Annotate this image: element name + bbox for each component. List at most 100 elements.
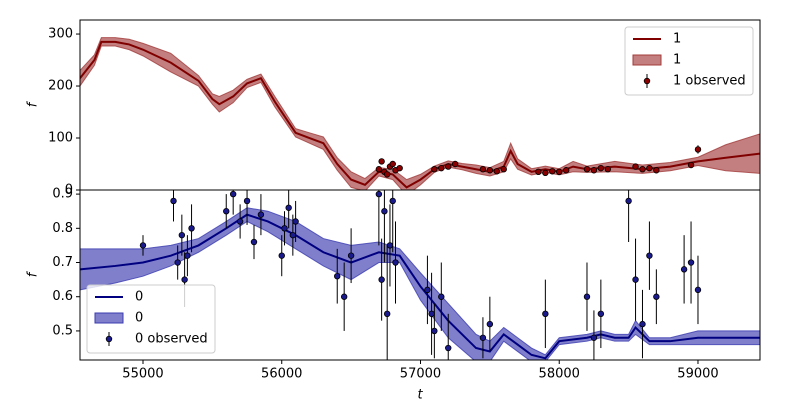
- observed-point: [170, 197, 177, 205]
- x-tick-label: 58000: [539, 367, 580, 382]
- plot-area: [80, 190, 760, 360]
- observed-point: [653, 293, 660, 300]
- observed-point: [375, 190, 383, 198]
- observed-point: [285, 204, 292, 211]
- observed-point: [178, 231, 186, 239]
- observed-point: [583, 166, 591, 173]
- observed-point: [604, 166, 611, 173]
- observed-point: [431, 327, 438, 335]
- observed-point: [451, 160, 459, 168]
- observed-point: [139, 242, 147, 249]
- observed-point: [378, 276, 385, 283]
- observed-point: [389, 160, 396, 168]
- observed-point: [486, 167, 494, 174]
- x-tick-label: 56000: [261, 367, 302, 382]
- observed-point: [562, 167, 570, 174]
- observed-point: [383, 171, 391, 178]
- y-tick-label: 0: [65, 183, 73, 198]
- observed-point: [292, 218, 299, 225]
- observed-point: [340, 293, 348, 300]
- observed-point: [386, 242, 394, 249]
- observed-point: [378, 158, 385, 165]
- observed-point: [639, 320, 646, 328]
- observed-point: [646, 164, 653, 172]
- y-tick-label: 0.6: [52, 289, 73, 304]
- observed-point: [479, 334, 487, 341]
- legend-band: [94, 312, 124, 324]
- y-tick-label: 0.7: [52, 255, 73, 270]
- observed-point: [542, 169, 549, 177]
- y-tick-label: 300: [48, 27, 73, 42]
- legend-label: 0: [135, 311, 143, 326]
- observed-point: [289, 231, 297, 239]
- observed-point: [392, 259, 399, 266]
- observed-point: [597, 164, 605, 172]
- observed-point: [236, 218, 244, 225]
- observed-point: [556, 168, 563, 176]
- observed-point: [438, 164, 445, 172]
- fit-line: [80, 40, 760, 189]
- y-axis-label: f: [26, 270, 41, 277]
- observed-point: [493, 168, 500, 175]
- observed-point: [639, 166, 646, 173]
- observed-point: [653, 167, 660, 174]
- legend-box: [624, 26, 754, 96]
- observed-point: [694, 146, 702, 153]
- y-axis-label: f: [26, 100, 41, 107]
- observed-point: [243, 197, 251, 205]
- observed-point: [445, 344, 452, 352]
- legend-label: 1: [673, 53, 681, 68]
- y-tick-label: 0.5: [52, 323, 73, 338]
- observed-point: [694, 286, 702, 294]
- observed-point: [479, 166, 487, 173]
- legend-label: 0 observed: [135, 332, 208, 347]
- y-tick-label: 100: [48, 131, 73, 146]
- observed-point: [680, 266, 688, 273]
- observed-point: [687, 259, 695, 266]
- observed-point: [383, 310, 391, 318]
- plot-area: [80, 37, 760, 190]
- observed-point: [281, 225, 288, 232]
- observed-point: [278, 252, 285, 259]
- observed-point: [500, 166, 507, 173]
- observed-point: [646, 252, 653, 259]
- legend-label: 1 observed: [673, 74, 746, 89]
- observed-point: [389, 197, 396, 205]
- observed-point: [396, 164, 403, 172]
- observed-point: [535, 168, 542, 176]
- observed-point: [223, 208, 230, 215]
- x-tick-label: 55000: [122, 367, 163, 382]
- observed-point: [625, 197, 632, 205]
- observed-point: [250, 238, 258, 246]
- observed-point: [597, 310, 605, 318]
- observed-point: [334, 272, 341, 280]
- observed-point: [542, 310, 549, 318]
- legend-box: [86, 284, 216, 354]
- y-tick-label: 200: [48, 79, 73, 94]
- legend-label: 1: [673, 32, 681, 47]
- confidence-band: [80, 207, 760, 360]
- y-tick-label: 0.8: [52, 221, 73, 236]
- x-tick-label: 57000: [400, 367, 441, 382]
- observed-point: [184, 252, 191, 259]
- observed-point: [229, 190, 237, 198]
- observed-point: [590, 334, 598, 341]
- observed-point: [590, 167, 598, 174]
- y-tick-label: 0.9: [52, 187, 73, 202]
- observed-point: [428, 310, 435, 318]
- observed-point: [486, 320, 494, 328]
- observed-point: [424, 286, 431, 294]
- observed-point: [583, 293, 591, 300]
- observed-point: [257, 211, 265, 218]
- legend-point: [643, 77, 651, 85]
- x-tick-label: 59000: [677, 367, 718, 382]
- observed-point: [188, 225, 195, 232]
- observed-point: [431, 166, 438, 173]
- observed-point: [174, 259, 181, 266]
- observed-point: [632, 163, 639, 170]
- observed-point: [549, 168, 556, 175]
- observed-point: [445, 163, 452, 170]
- observed-point: [347, 252, 355, 259]
- observed-point: [375, 166, 383, 173]
